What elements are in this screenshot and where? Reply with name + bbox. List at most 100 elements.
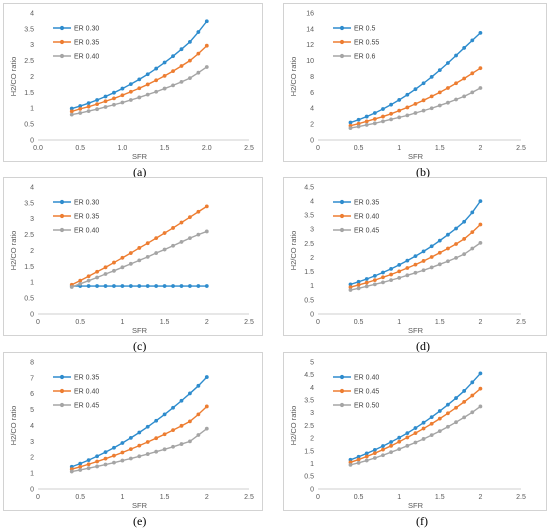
chart-panel-0: 0 0.5 1 1.5 2 2.5 3 3.5 4 0.0 0.5 1.0 1.5 2.0 2.5 SFR H2… xyxy=(3,3,263,162)
panel-label: (b) xyxy=(416,165,430,179)
y-tick-label: 0 xyxy=(310,311,314,318)
data-point xyxy=(171,405,175,410)
data-point xyxy=(421,249,426,254)
y-tick-label: 1.5 xyxy=(24,90,34,97)
data-point xyxy=(413,254,418,259)
data-point xyxy=(204,284,209,288)
panel-label: (f) xyxy=(416,514,428,528)
data-point xyxy=(437,416,442,421)
data-point xyxy=(162,231,167,235)
legend-label: ER 0.30 xyxy=(74,200,99,207)
data-point xyxy=(356,286,361,291)
data-point xyxy=(78,281,83,286)
data-point xyxy=(437,238,442,243)
legend-marker xyxy=(339,402,345,408)
data-point xyxy=(162,60,167,65)
data-point xyxy=(154,66,159,71)
y-tick-label: 2.5 xyxy=(24,232,34,239)
data-point xyxy=(188,215,192,220)
data-point xyxy=(171,428,175,433)
data-point xyxy=(421,259,426,263)
data-point xyxy=(381,275,385,280)
panel-label-wrapper-1: (b) xyxy=(416,165,430,179)
data-point xyxy=(413,440,418,445)
x-tick-label: 2.5 xyxy=(516,494,526,501)
data-point xyxy=(78,461,83,466)
data-point xyxy=(69,112,74,117)
data-point xyxy=(69,109,74,114)
data-point xyxy=(179,220,184,225)
data-point xyxy=(446,246,450,251)
panel-label: (c) xyxy=(133,339,146,353)
data-point xyxy=(364,284,369,289)
data-point xyxy=(405,105,410,110)
legend-label: ER 0.35 xyxy=(74,214,99,221)
data-point xyxy=(446,232,450,237)
data-point xyxy=(462,415,467,420)
data-point xyxy=(389,102,393,107)
data-point xyxy=(478,66,483,71)
x-tick-label: 2.5 xyxy=(244,145,254,152)
data-point xyxy=(145,440,150,444)
y-tick-label: 0.5 xyxy=(24,122,34,129)
legend-label: ER 0.35 xyxy=(354,200,379,207)
data-point xyxy=(145,92,150,97)
data-point xyxy=(179,284,184,288)
x-tick-label: 2 xyxy=(478,494,482,501)
data-point xyxy=(162,412,167,417)
data-point xyxy=(405,435,410,440)
data-point xyxy=(470,410,475,415)
data-point xyxy=(454,396,458,400)
data-point xyxy=(389,278,393,283)
data-point xyxy=(429,74,434,79)
legend-marker xyxy=(339,39,345,45)
x-tick-label: 1.5 xyxy=(435,145,445,152)
data-point xyxy=(95,464,99,469)
data-point xyxy=(86,109,91,114)
x-tick-label: 2.5 xyxy=(516,319,526,326)
chart-panel-5: 0 0.5 1 1.5 2 2.5 3 3.5 4 4.5 5 0 0.5 1 1.5 2 2.5 SFR H2/C… xyxy=(283,352,547,511)
data-point xyxy=(389,266,393,271)
data-point xyxy=(356,454,361,459)
data-point xyxy=(188,284,192,288)
legend-label: ER 0.35 xyxy=(74,40,99,47)
y-tick-label: 0 xyxy=(310,137,314,144)
data-point xyxy=(69,106,74,111)
legend-marker xyxy=(59,374,65,380)
data-point xyxy=(196,70,201,75)
data-point xyxy=(112,102,116,107)
y-axis-title: H2/CO ratio xyxy=(9,231,18,271)
data-point xyxy=(381,280,385,285)
y-tick-label: 5 xyxy=(310,359,314,366)
data-point xyxy=(120,450,125,455)
data-point xyxy=(86,274,91,279)
data-point xyxy=(86,278,91,283)
data-point xyxy=(103,99,108,104)
x-tick-label: 2.0 xyxy=(202,145,212,152)
y-tick-label: 6 xyxy=(310,90,314,97)
data-point xyxy=(462,237,467,241)
panel-label: (d) xyxy=(416,339,430,353)
data-point xyxy=(95,107,99,112)
x-tick-label: 1.5 xyxy=(435,494,445,501)
data-point xyxy=(405,113,410,118)
data-point xyxy=(381,447,385,452)
data-point xyxy=(348,120,353,125)
x-tick-label: 1 xyxy=(120,494,124,501)
data-point xyxy=(364,123,369,127)
data-point xyxy=(437,103,442,108)
data-point xyxy=(171,54,175,59)
data-point xyxy=(179,398,184,403)
data-point xyxy=(413,270,418,275)
data-point xyxy=(78,468,83,472)
panel-label-wrapper-5: (f) xyxy=(416,514,428,528)
data-point xyxy=(188,419,192,424)
data-point xyxy=(112,445,116,450)
data-point xyxy=(364,454,369,459)
x-axis-title: SFR xyxy=(408,501,424,510)
data-point xyxy=(162,247,167,252)
y-tick-label: 1.5 xyxy=(304,269,314,276)
x-tick-label: 2 xyxy=(205,319,209,326)
x-tick-label: 1.5 xyxy=(160,319,170,326)
data-point xyxy=(145,82,150,87)
